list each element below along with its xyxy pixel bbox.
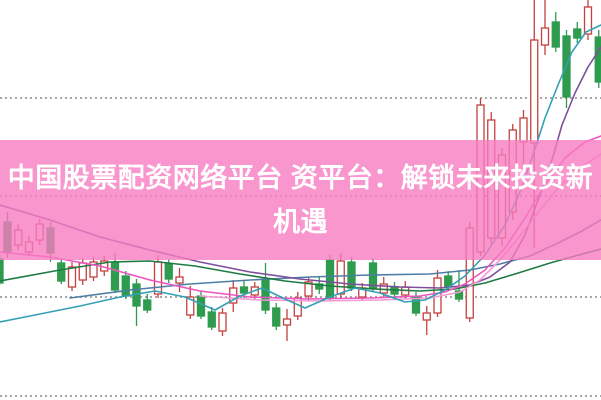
candle-up bbox=[186, 286, 195, 319]
candle-up bbox=[175, 268, 184, 292]
ma-line-dark-green bbox=[0, 248, 601, 292]
candle-up bbox=[89, 257, 98, 281]
candle-down bbox=[57, 258, 66, 284]
candle-down bbox=[325, 255, 335, 301]
candle-down bbox=[272, 303, 281, 330]
candle-down bbox=[573, 22, 582, 43]
ma-line-cyan bbox=[0, 24, 601, 323]
candle-down bbox=[0, 255, 4, 286]
candle-down bbox=[132, 279, 141, 326]
candle-up bbox=[304, 277, 313, 300]
candle-down bbox=[551, 12, 560, 52]
candle-up bbox=[540, 0, 550, 55]
candle-up bbox=[67, 262, 77, 291]
headline-line1: 中国股票配资网络平台 资平台：解锁未来投资新 bbox=[7, 163, 594, 193]
candle-up bbox=[583, 0, 593, 40]
candle-up bbox=[422, 306, 431, 335]
candle-down bbox=[207, 307, 216, 330]
candle-down bbox=[594, 30, 601, 88]
candle-down bbox=[143, 294, 152, 313]
candle-up bbox=[218, 308, 227, 336]
headline-banner: 中国股票配资网络平台 资平台：解锁未来投资新 机遇 bbox=[0, 140, 601, 260]
candle-down bbox=[347, 257, 356, 291]
headline-line2: 机遇 bbox=[273, 207, 328, 237]
candle-up bbox=[282, 309, 292, 341]
